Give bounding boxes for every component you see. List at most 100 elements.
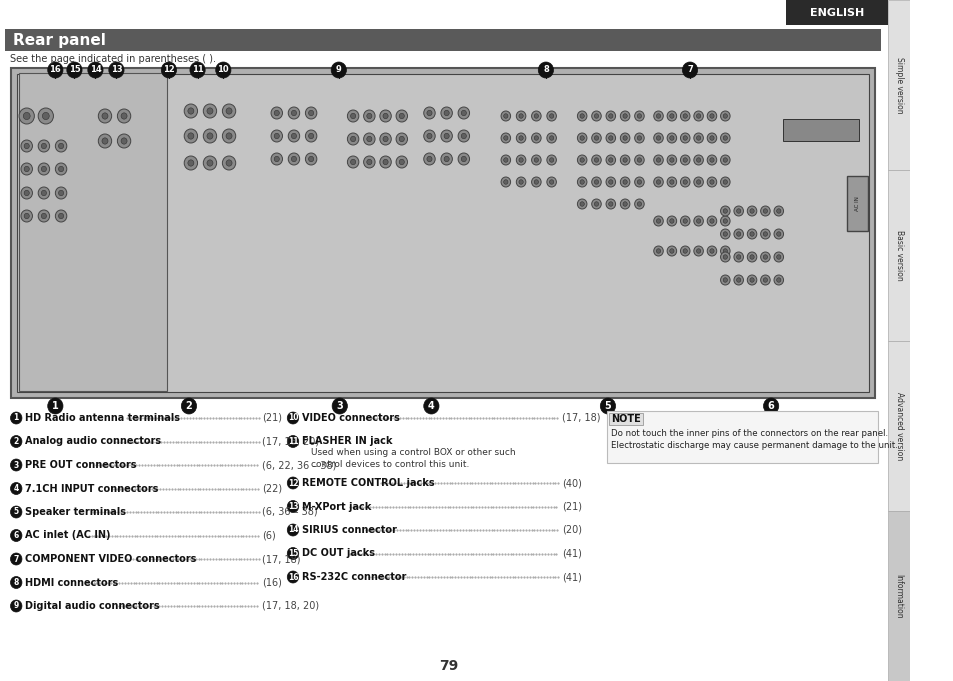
Circle shape — [188, 108, 193, 114]
Circle shape — [656, 158, 660, 162]
Text: SIRIUS connector: SIRIUS connector — [301, 525, 396, 535]
Text: 2: 2 — [13, 437, 19, 446]
Circle shape — [720, 275, 729, 285]
Circle shape — [347, 156, 358, 168]
Circle shape — [500, 155, 510, 165]
Circle shape — [38, 187, 50, 199]
Circle shape — [10, 483, 22, 494]
Circle shape — [546, 133, 556, 143]
Circle shape — [288, 107, 299, 119]
Circle shape — [121, 138, 127, 144]
Text: VIDEO connectors: VIDEO connectors — [301, 413, 399, 423]
Circle shape — [350, 136, 355, 142]
Circle shape — [426, 110, 432, 116]
Text: 5: 5 — [604, 401, 611, 411]
Text: 6: 6 — [767, 401, 774, 411]
Circle shape — [274, 157, 279, 161]
Circle shape — [549, 158, 553, 162]
Text: Speaker terminals: Speaker terminals — [25, 507, 126, 517]
Text: Electrostatic discharge may cause permanent damage to the unit.: Electrostatic discharge may cause perman… — [610, 441, 897, 450]
Circle shape — [516, 133, 525, 143]
Circle shape — [102, 113, 108, 119]
Circle shape — [457, 130, 469, 142]
Circle shape — [19, 108, 34, 124]
Circle shape — [682, 136, 687, 140]
Circle shape — [443, 110, 449, 116]
Bar — [791, 121, 808, 133]
Circle shape — [634, 133, 643, 143]
Text: 79: 79 — [438, 659, 457, 673]
Circle shape — [653, 155, 662, 165]
Circle shape — [591, 199, 600, 209]
Text: 15: 15 — [288, 549, 298, 558]
Circle shape — [21, 140, 32, 152]
Circle shape — [776, 255, 781, 259]
Circle shape — [591, 133, 600, 143]
Circle shape — [503, 136, 507, 140]
Circle shape — [21, 163, 32, 175]
Circle shape — [722, 278, 727, 282]
Text: 2: 2 — [186, 401, 193, 411]
Circle shape — [656, 249, 660, 253]
Text: 8: 8 — [13, 578, 19, 587]
Circle shape — [637, 136, 641, 140]
Circle shape — [696, 136, 700, 140]
Text: 13: 13 — [111, 65, 122, 74]
Bar — [17, 74, 868, 392]
Circle shape — [55, 187, 67, 199]
Circle shape — [577, 155, 586, 165]
Circle shape — [760, 252, 769, 262]
Circle shape — [516, 177, 525, 187]
Text: HDMI connectors: HDMI connectors — [25, 577, 118, 588]
Text: Rear panel: Rear panel — [13, 33, 106, 48]
Circle shape — [605, 155, 615, 165]
Circle shape — [605, 199, 615, 209]
Circle shape — [423, 107, 435, 119]
Circle shape — [23, 112, 30, 120]
Circle shape — [594, 202, 598, 206]
Circle shape — [443, 133, 449, 139]
Circle shape — [720, 155, 729, 165]
Text: Digital audio connectors: Digital audio connectors — [25, 601, 159, 611]
Circle shape — [215, 62, 231, 78]
Circle shape — [760, 229, 769, 239]
Text: 15: 15 — [69, 65, 80, 74]
Circle shape — [534, 158, 537, 162]
Circle shape — [666, 177, 676, 187]
Circle shape — [531, 155, 540, 165]
Text: (6, 22, 36 – 38): (6, 22, 36 – 38) — [262, 460, 336, 470]
Circle shape — [379, 133, 391, 145]
Circle shape — [591, 111, 600, 121]
Circle shape — [379, 156, 391, 168]
Circle shape — [709, 249, 714, 253]
Circle shape — [608, 158, 613, 162]
Circle shape — [460, 133, 466, 139]
Text: 10: 10 — [288, 413, 298, 422]
Circle shape — [693, 111, 702, 121]
Circle shape — [579, 136, 583, 140]
Text: 8: 8 — [542, 65, 548, 74]
Circle shape — [722, 136, 727, 140]
Text: DC OUT jacks: DC OUT jacks — [301, 548, 375, 558]
Circle shape — [366, 159, 372, 165]
Circle shape — [10, 577, 22, 588]
Circle shape — [591, 155, 600, 165]
Circle shape — [531, 111, 540, 121]
Circle shape — [622, 202, 627, 206]
Circle shape — [622, 136, 627, 140]
Circle shape — [682, 249, 687, 253]
Circle shape — [222, 104, 235, 118]
Circle shape — [518, 158, 522, 162]
Circle shape — [287, 524, 298, 536]
Text: (6): (6) — [262, 530, 276, 541]
Circle shape — [398, 136, 404, 142]
Circle shape — [534, 114, 537, 118]
Circle shape — [577, 111, 586, 121]
Circle shape — [305, 107, 316, 119]
Text: 11: 11 — [288, 437, 298, 446]
Circle shape — [608, 180, 613, 185]
Circle shape — [682, 158, 687, 162]
Text: 4: 4 — [428, 401, 435, 411]
Text: ENGLISH: ENGLISH — [809, 8, 863, 18]
Circle shape — [41, 143, 47, 148]
